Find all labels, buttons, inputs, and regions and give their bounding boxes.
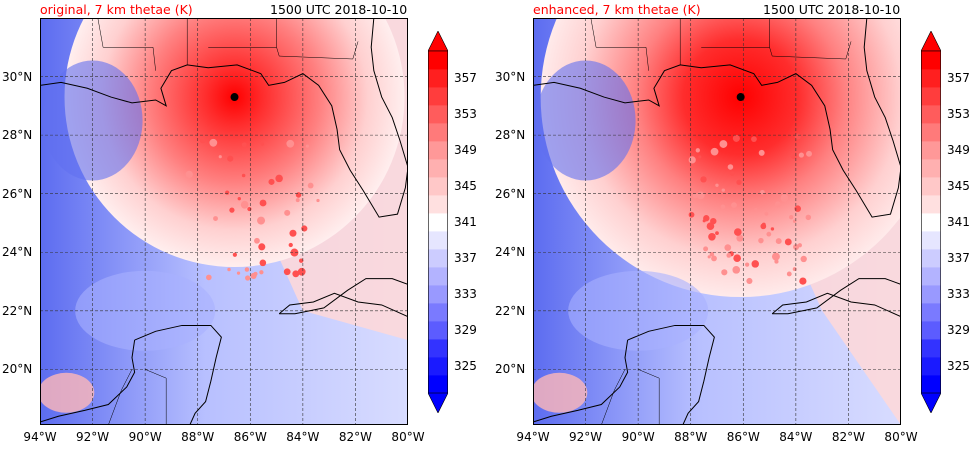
colorbar-tick-label: 349 (454, 143, 477, 157)
lat-tick-label: 26°N (495, 186, 526, 201)
colorbar-tick-label: 341 (947, 215, 970, 229)
colorbar-tick-label: 337 (454, 251, 477, 265)
lon-tick-label: 84°W (779, 430, 813, 444)
lat-tick-label: 24°N (2, 245, 33, 260)
lat-tick-label: 24°N (495, 245, 526, 260)
colorbar-tick-label: 349 (947, 143, 970, 157)
panel-title: enhanced, 7 km thetae (K) (533, 2, 701, 17)
map-original (40, 18, 408, 425)
colorbar-tick-label: 357 (947, 71, 970, 85)
colorbar-tick-label: 345 (454, 179, 477, 193)
lon-tick-label: 92°W (568, 430, 603, 444)
lon-tick-label: 92°W (75, 430, 110, 444)
colorbar-tick-label: 341 (454, 215, 477, 229)
lat-tick-label: 30°N (495, 69, 526, 84)
colorbar-tick-label: 329 (947, 323, 970, 337)
colorbar-tick-label: 333 (454, 287, 477, 301)
colorbar-tick-label: 329 (454, 323, 477, 337)
colorbar-tick-label: 333 (947, 287, 970, 301)
colorbar-tick-label: 325 (454, 359, 477, 373)
lat-tick-label: 22°N (495, 303, 526, 318)
lon-tick-label: 90°W (621, 430, 655, 444)
lon-tick-label: 82°W (338, 430, 372, 444)
lat-tick-label: 22°N (2, 303, 33, 318)
lat-tick-label: 30°N (2, 69, 33, 84)
lon-tick-label: 88°W (674, 430, 708, 444)
map-enhanced (533, 18, 901, 425)
lon-tick-label: 86°W (233, 430, 267, 444)
colorbar-tick-label: 345 (947, 179, 970, 193)
lon-tick-label: 80°W (391, 430, 425, 444)
lat-tick-label: 28°N (2, 128, 33, 143)
lon-tick-label: 80°W (884, 430, 918, 444)
colorbar (428, 31, 448, 413)
lon-tick-label: 90°W (128, 430, 162, 444)
colorbar-tick-label: 353 (454, 107, 477, 121)
lon-tick-label: 94°W (23, 430, 57, 444)
colorbar-tick-label: 353 (947, 107, 970, 121)
lon-tick-label: 84°W (286, 430, 320, 444)
lon-tick-label: 86°W (726, 430, 760, 444)
panel-time: 1500 UTC 2018-10-10 (270, 2, 408, 17)
panel-time: 1500 UTC 2018-10-10 (763, 2, 901, 17)
original-panel: original, 7 km thetae (K) 1500 UTC 2018-… (0, 2, 486, 448)
colorbar (921, 31, 941, 413)
panel-title: original, 7 km thetae (K) (40, 2, 193, 17)
colorbar-tick-label: 337 (947, 251, 970, 265)
enhanced-panel: enhanced, 7 km thetae (K) 1500 UTC 2018-… (486, 0, 972, 449)
colorbar-tick-label: 357 (454, 71, 477, 85)
colorbar-tick-label: 325 (947, 359, 970, 373)
lat-tick-label: 28°N (495, 128, 526, 143)
lon-tick-label: 88°W (181, 430, 215, 444)
lon-axis: 94°W 92°W 90°W 88°W 86°W 84°W 82°W 80°W (486, 430, 972, 448)
lat-tick-label: 20°N (2, 362, 33, 377)
lon-tick-label: 94°W (516, 430, 550, 444)
lat-tick-label: 26°N (2, 186, 33, 201)
lon-axis: 94°W 92°W 90°W 88°W 86°W 84°W 82°W 80°W (0, 430, 486, 448)
lat-tick-label: 20°N (495, 362, 526, 377)
lon-tick-label: 82°W (831, 430, 865, 444)
